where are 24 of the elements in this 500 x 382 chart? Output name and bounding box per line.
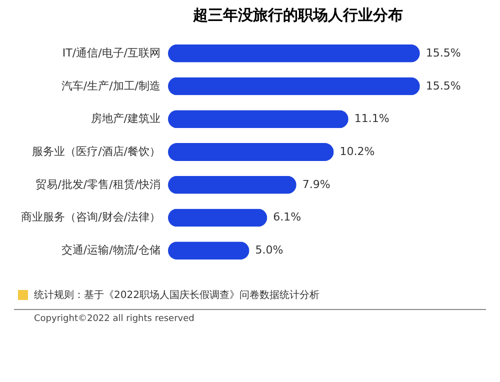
data-label: 11.1%	[354, 112, 390, 126]
chart-title: 超三年没旅行的职场人行业分布	[192, 6, 403, 24]
bar	[168, 110, 348, 128]
data-label: 7.9%	[302, 178, 330, 191]
data-label: 6.1%	[273, 210, 302, 224]
y-tick-label: 房地产/建筑业	[90, 112, 160, 126]
bar	[168, 208, 268, 227]
bar	[168, 44, 420, 62]
text: 统计规则：基于《2022职场人国庆长假调查》问卷数据统计分析	[34, 288, 320, 302]
bar	[168, 176, 296, 194]
bar	[168, 242, 250, 260]
data-label: 10.2%	[340, 145, 375, 158]
y-tick-label: 交通/运输/物流/仓储	[61, 244, 160, 257]
bar	[168, 77, 420, 96]
data-label: 15.5%	[426, 79, 461, 92]
text: Copyright©2022 all rights reserved	[34, 314, 196, 324]
y-tick-label: IT/通信/电子/互联网	[62, 46, 160, 60]
y-tick-label: 贸易/批发/零售/租赁/快消	[36, 178, 160, 191]
y-tick-label: 服务业（医疗/酒店/餐饮）	[32, 145, 160, 158]
data-label: 15.5%	[426, 46, 461, 60]
y-tick-label: 汽车/生产/加工/制造	[61, 79, 160, 92]
y-tick-label: 商业服务（咨询/财会/法律）	[21, 210, 160, 224]
data-label: 5.0%	[255, 244, 284, 257]
bar	[168, 143, 334, 161]
